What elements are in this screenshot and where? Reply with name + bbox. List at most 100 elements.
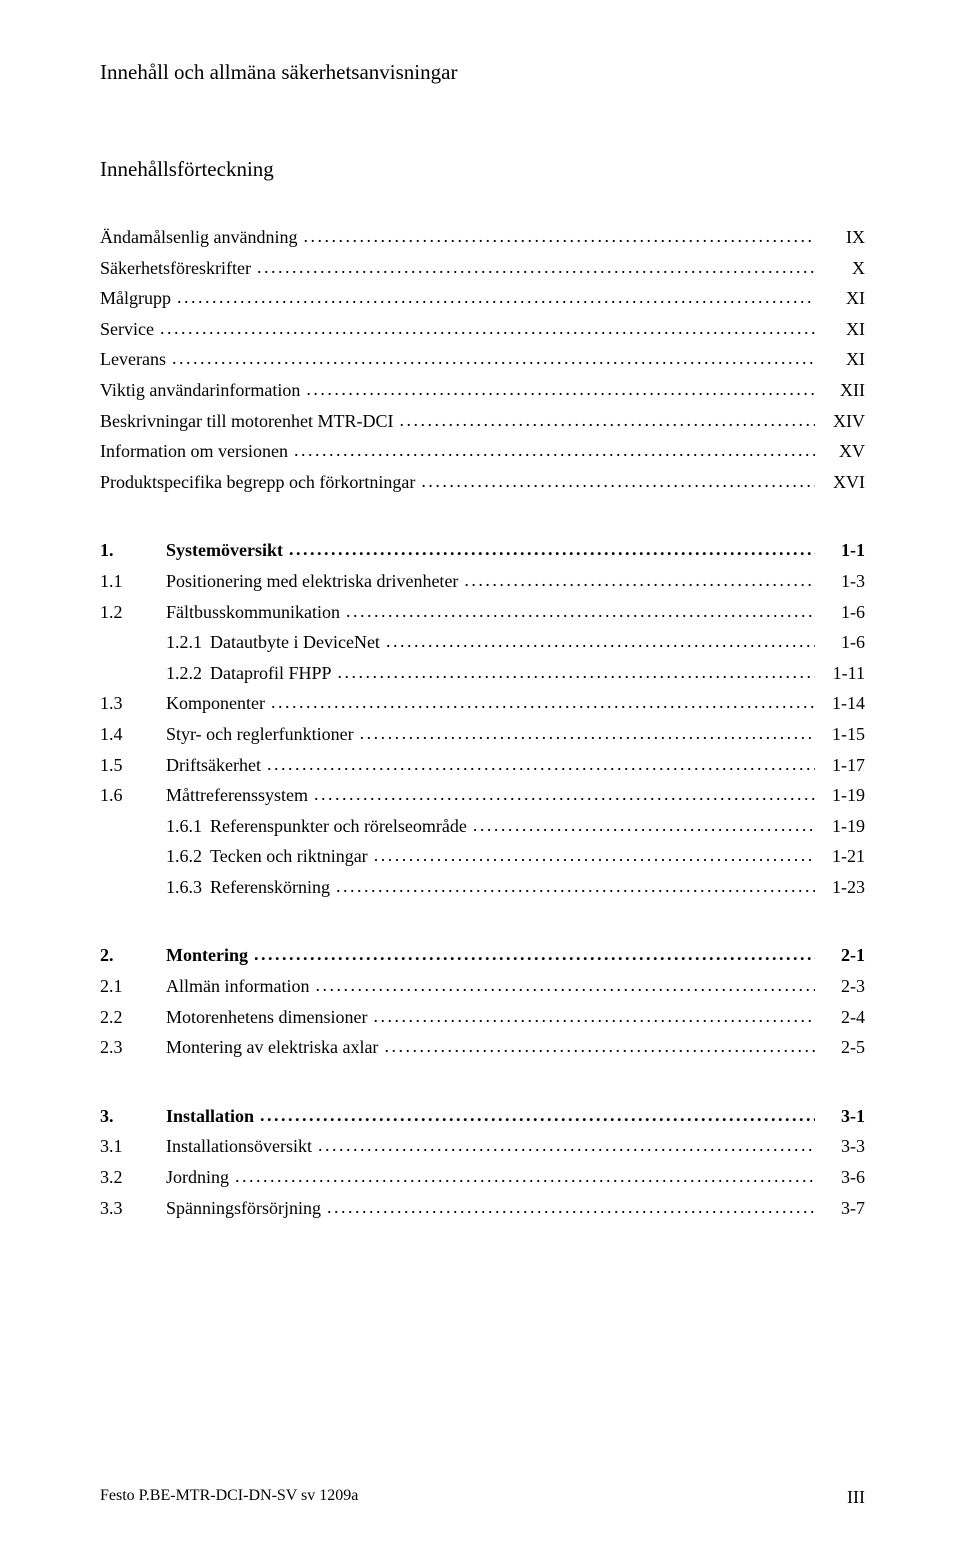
toc-number: 1.2.1 — [100, 627, 210, 658]
toc-dots: ........................................… — [393, 405, 815, 436]
toc-row: Service ................................… — [100, 314, 865, 345]
toc-row: 1.2Fältbusskommunikation ...............… — [100, 597, 865, 628]
toc-row: Information om versionen ...............… — [100, 436, 865, 467]
toc-label: Dataprofil FHPP — [210, 658, 332, 689]
toc-label: Motorenhetens dimensioner — [166, 1002, 367, 1033]
toc-row: 1.6.3Referenskörning ...................… — [100, 872, 865, 903]
toc-row: 2.3Montering av elektriska axlar .......… — [100, 1032, 865, 1063]
toc-row: 1.4Styr- och reglerfunktioner ..........… — [100, 719, 865, 750]
toc-number: 1.5 — [100, 750, 166, 781]
toc-label: Systemöversikt — [166, 535, 283, 566]
toc-label: Information om versionen — [100, 436, 288, 467]
toc-label: Leverans — [100, 344, 166, 375]
toc-number: 1.2.2 — [100, 658, 210, 689]
toc-page: 1-19 — [815, 780, 865, 811]
toc-dots: ........................................… — [415, 466, 815, 497]
toc-dots: ........................................… — [467, 810, 815, 841]
toc-number: 1.6.1 — [100, 811, 210, 842]
toc-dots: ........................................… — [171, 282, 815, 313]
toc-page: 3-7 — [815, 1193, 865, 1224]
toc-section: 2.Montering ............................… — [100, 940, 865, 1062]
toc-label: Datautbyte i DeviceNet — [210, 627, 380, 658]
toc-label: Fältbusskommunikation — [166, 597, 340, 628]
toc-page: 1-23 — [815, 872, 865, 903]
toc-page: 1-15 — [815, 719, 865, 750]
toc-dots: ........................................… — [309, 970, 815, 1001]
toc-page: 1-11 — [815, 658, 865, 689]
toc-row: Säkerhetsföreskrifter ..................… — [100, 253, 865, 284]
toc-dots: ........................................… — [332, 657, 816, 688]
toc-label: Ändamålsenlig användning — [100, 222, 297, 253]
toc-label: Spänningsförsörjning — [166, 1193, 321, 1224]
toc-label: Montering — [166, 940, 248, 971]
toc-section: 1.Systemöversikt .......................… — [100, 535, 865, 902]
toc-number: 3. — [100, 1101, 166, 1132]
toc-page: XIV — [815, 406, 865, 437]
toc-number: 2. — [100, 940, 166, 971]
toc-page: XV — [815, 436, 865, 467]
toc-number: 1.3 — [100, 688, 166, 719]
toc-page: 2-3 — [815, 971, 865, 1002]
toc-row: Produktspecifika begrepp och förkortning… — [100, 467, 865, 498]
toc-row: 1.2.1Datautbyte i DeviceNet ............… — [100, 627, 865, 658]
page-title: Innehållsförteckning — [100, 157, 865, 182]
footer-left: Festo P.BE-MTR-DCI-DN-SV sv 1209a — [100, 1487, 358, 1508]
toc-label: Komponenter — [166, 688, 265, 719]
toc-label: Referenskörning — [210, 872, 330, 903]
toc-label: Montering av elektriska axlar — [166, 1032, 378, 1063]
toc-number: 3.3 — [100, 1193, 166, 1224]
toc-row: 1.Systemöversikt .......................… — [100, 535, 865, 566]
page-header: Innehåll och allmäna säkerhetsanvisninga… — [100, 60, 865, 85]
toc-row: 3.2Jordning ............................… — [100, 1162, 865, 1193]
toc-page: XI — [815, 283, 865, 314]
footer-right: III — [847, 1487, 865, 1508]
toc-dots: ........................................… — [321, 1192, 815, 1223]
toc-label: Tecken och riktningar — [210, 841, 368, 872]
toc-page: 3-1 — [815, 1101, 865, 1132]
toc-dots: ........................................… — [297, 221, 815, 252]
toc-row: 2.2Motorenhetens dimensioner ...........… — [100, 1002, 865, 1033]
toc-page: 1-17 — [815, 750, 865, 781]
toc-dots: ........................................… — [288, 435, 815, 466]
toc-page: XI — [815, 314, 865, 345]
toc-dots: ........................................… — [340, 596, 815, 627]
toc-page: 1-1 — [815, 535, 865, 566]
toc-page: XI — [815, 344, 865, 375]
toc-row: 3.Installation .........................… — [100, 1101, 865, 1132]
toc-dots: ........................................… — [354, 718, 815, 749]
toc-row: Beskrivningar till motorenhet MTR-DCI ..… — [100, 406, 865, 437]
toc-label: Styr- och reglerfunktioner — [166, 719, 354, 750]
toc-page: 1-3 — [815, 566, 865, 597]
toc-dots: ........................................… — [367, 1001, 815, 1032]
toc-label: Jordning — [166, 1162, 229, 1193]
toc-page: XVI — [815, 467, 865, 498]
toc-dots: ........................................… — [154, 313, 815, 344]
toc-number: 1.6.3 — [100, 872, 210, 903]
toc-number: 2.2 — [100, 1002, 166, 1033]
toc-section: 3.Installation .........................… — [100, 1101, 865, 1223]
toc-page: 2-1 — [815, 940, 865, 971]
toc-page: 1-6 — [815, 597, 865, 628]
toc-page: 3-3 — [815, 1131, 865, 1162]
toc-dots: ........................................… — [458, 565, 815, 596]
toc-number: 2.3 — [100, 1032, 166, 1063]
toc-row: 1.6.1Referenspunkter och rörelseområde .… — [100, 811, 865, 842]
toc-row: 3.3Spänningsförsörjning ................… — [100, 1193, 865, 1224]
toc-dots: ........................................… — [254, 1100, 815, 1131]
toc-label: Säkerhetsföreskrifter — [100, 253, 251, 284]
toc-page: 2-4 — [815, 1002, 865, 1033]
toc-row: Viktig användarinformation .............… — [100, 375, 865, 406]
toc-row: 1.5Driftsäkerhet .......................… — [100, 750, 865, 781]
toc-label: Allmän information — [166, 971, 309, 1002]
toc-row: 1.3Komponenter .........................… — [100, 688, 865, 719]
toc-row: 2.Montering ............................… — [100, 940, 865, 971]
toc-row: Leverans ...............................… — [100, 344, 865, 375]
toc-dots: ........................................… — [265, 687, 815, 718]
toc-dots: ........................................… — [378, 1031, 815, 1062]
toc-dots: ........................................… — [229, 1161, 815, 1192]
toc-row: 1.1Positionering med elektriska drivenhe… — [100, 566, 865, 597]
toc-label: Installationsöversikt — [166, 1131, 312, 1162]
toc-dots: ........................................… — [166, 343, 815, 374]
toc-number: 1.4 — [100, 719, 166, 750]
toc-row: 1.6.2Tecken och riktningar .............… — [100, 841, 865, 872]
